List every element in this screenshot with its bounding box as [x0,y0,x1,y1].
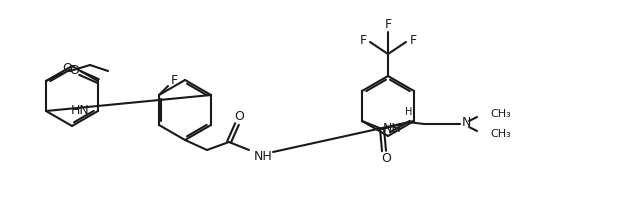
Text: F: F [384,19,392,31]
Text: F: F [170,75,177,87]
Text: N: N [461,116,471,129]
Text: F: F [359,34,366,46]
Text: O: O [62,61,72,75]
Text: O: O [234,111,244,124]
Text: NH: NH [254,150,273,164]
Text: H: H [405,107,412,117]
Text: NH: NH [384,123,402,136]
Text: F: F [410,34,417,46]
Text: O: O [69,65,79,78]
Text: HN: HN [71,104,90,118]
Text: CH₃: CH₃ [490,129,511,139]
Text: CH₃: CH₃ [490,109,511,119]
Text: O: O [381,152,391,165]
